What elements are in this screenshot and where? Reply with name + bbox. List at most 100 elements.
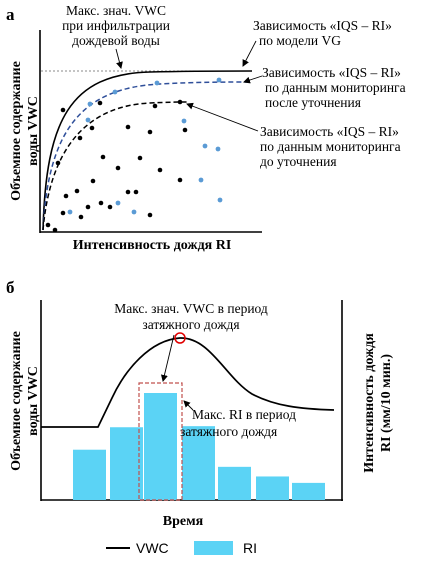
- max-vwc-note-line-2: затяжного дождя: [142, 317, 239, 332]
- before-label: Зависимость «IQS – RI» по данным монитор…: [260, 124, 401, 169]
- blue-point: [217, 197, 223, 203]
- legend: VWC RI: [106, 540, 257, 556]
- blue-point: [87, 101, 93, 107]
- black-point: [125, 189, 131, 195]
- black-point: [177, 99, 183, 105]
- ri-bars: [73, 393, 325, 500]
- max-note-line-1: Макс. знач. VWC: [66, 3, 166, 18]
- panel-b-x-label: Время: [163, 514, 204, 529]
- before-label-line-2: по данным мониторинга: [260, 139, 401, 154]
- legend-ri-swatch: [194, 541, 233, 555]
- black-point: [78, 214, 84, 220]
- panel-a-letter: а: [6, 5, 15, 24]
- black-point: [177, 177, 183, 183]
- black-point: [89, 125, 95, 131]
- ri-bar: [218, 466, 251, 500]
- black-point: [115, 165, 121, 171]
- vg-label-arrow: [242, 40, 257, 67]
- blue-point: [198, 177, 204, 183]
- black-point: [90, 178, 96, 184]
- black-point: [74, 188, 80, 194]
- panel-a-y-label-2: воды VWC: [26, 96, 41, 166]
- max-ri-note-arrow: [183, 400, 194, 411]
- black-point: [182, 127, 188, 133]
- ri-bar: [182, 426, 215, 500]
- blue-point: [181, 118, 187, 124]
- after-label-line-1: Зависимость «IQS – RI»: [262, 65, 401, 80]
- panel-a-y-label-1: Объемное содержание: [9, 61, 24, 201]
- black-point: [77, 135, 83, 141]
- panel-b: б Объемное содержание воды VWC Интенсивн…: [6, 278, 394, 529]
- black-point: [125, 124, 131, 130]
- black-point: [60, 210, 66, 216]
- black-point: [137, 155, 143, 161]
- before-label-line-1: Зависимость «IQS – RI»: [260, 124, 399, 139]
- blue-points: [67, 77, 223, 215]
- max-note-line-3: дождевой воды: [72, 33, 160, 48]
- max-note-line-2: при инфильтрации: [62, 18, 170, 33]
- after-label: Зависимость «IQS – RI» по данным монитор…: [262, 65, 406, 110]
- max-note: Макс. знач. VWC при инфильтрации дождево…: [62, 3, 170, 48]
- max-ri-note: Макс. RI в период затяжного дождя: [180, 407, 296, 439]
- max-ri-box: [138, 382, 183, 501]
- ri-bar: [256, 476, 289, 500]
- blue-point: [216, 77, 222, 83]
- panel-b-y-right-label-2: RI (мм/10 мин.): [379, 354, 394, 452]
- vg-label: Зависимость «IQS – RI» по модели VG: [253, 18, 392, 48]
- black-points: [45, 99, 188, 233]
- black-point: [97, 100, 103, 106]
- max-vwc-note-line-1: Макс. знач. VWC в период: [114, 301, 268, 316]
- before-label-line-3: до уточнения: [260, 154, 337, 169]
- ri-bar: [144, 393, 177, 500]
- panel-b-y-right-label-1: Интенсивность дождя: [362, 333, 377, 473]
- black-point: [45, 222, 51, 228]
- legend-vwc-label: VWC: [136, 540, 169, 556]
- max-vwc-note-arrow: [160, 334, 175, 382]
- vg-label-line-2: по модели VG: [259, 33, 341, 48]
- panel-b-y-left-label-1: Объемное содержание: [9, 331, 24, 471]
- after-curve: [42, 81, 253, 231]
- after-label-arrow: [243, 75, 263, 84]
- max-vwc-note: Макс. знач. VWC в период затяжного дождя: [114, 301, 268, 332]
- max-ri-note-line-1: Макс. RI в период: [192, 407, 296, 422]
- black-point: [52, 227, 58, 233]
- black-point: [85, 204, 91, 210]
- max-ri-note-line-2: затяжного дождя: [180, 424, 277, 439]
- after-label-line-3: после уточнения: [265, 95, 361, 110]
- black-point: [147, 129, 153, 135]
- ri-bar: [73, 449, 106, 500]
- panel-a: а Объемное содержание воды VWC Интенсивн…: [6, 3, 406, 253]
- ri-bar: [292, 482, 325, 500]
- blue-point: [115, 200, 121, 206]
- black-point: [152, 103, 158, 109]
- black-point: [133, 189, 139, 195]
- after-label-line-2: по данным мониторинга: [265, 80, 406, 95]
- black-point: [60, 107, 66, 113]
- max-note-arrow: [115, 48, 123, 69]
- max-vwc-marker: [174, 332, 186, 344]
- vg-curve: [42, 70, 253, 231]
- black-point: [100, 154, 106, 160]
- blue-point: [131, 209, 137, 215]
- ri-bar: [110, 427, 143, 500]
- blue-point: [112, 89, 118, 95]
- black-point: [157, 167, 163, 173]
- before-curve: [42, 101, 189, 231]
- black-point: [147, 212, 153, 218]
- before-label-arrow: [186, 102, 259, 132]
- blue-point: [202, 143, 208, 149]
- panel-a-x-label: Интенсивность дождя RI: [73, 238, 232, 253]
- black-point: [107, 204, 113, 210]
- black-point: [63, 193, 69, 199]
- black-point: [98, 200, 104, 206]
- vwc-curve: [41, 337, 335, 428]
- panel-b-y-left-label-2: воды VWC: [26, 366, 41, 436]
- blue-point: [67, 209, 73, 215]
- panel-b-letter: б: [6, 278, 15, 297]
- blue-point: [154, 80, 160, 86]
- vg-label-line-1: Зависимость «IQS – RI»: [253, 18, 392, 33]
- blue-point: [215, 146, 221, 152]
- black-point: [55, 160, 61, 166]
- legend-ri-label: RI: [243, 540, 257, 556]
